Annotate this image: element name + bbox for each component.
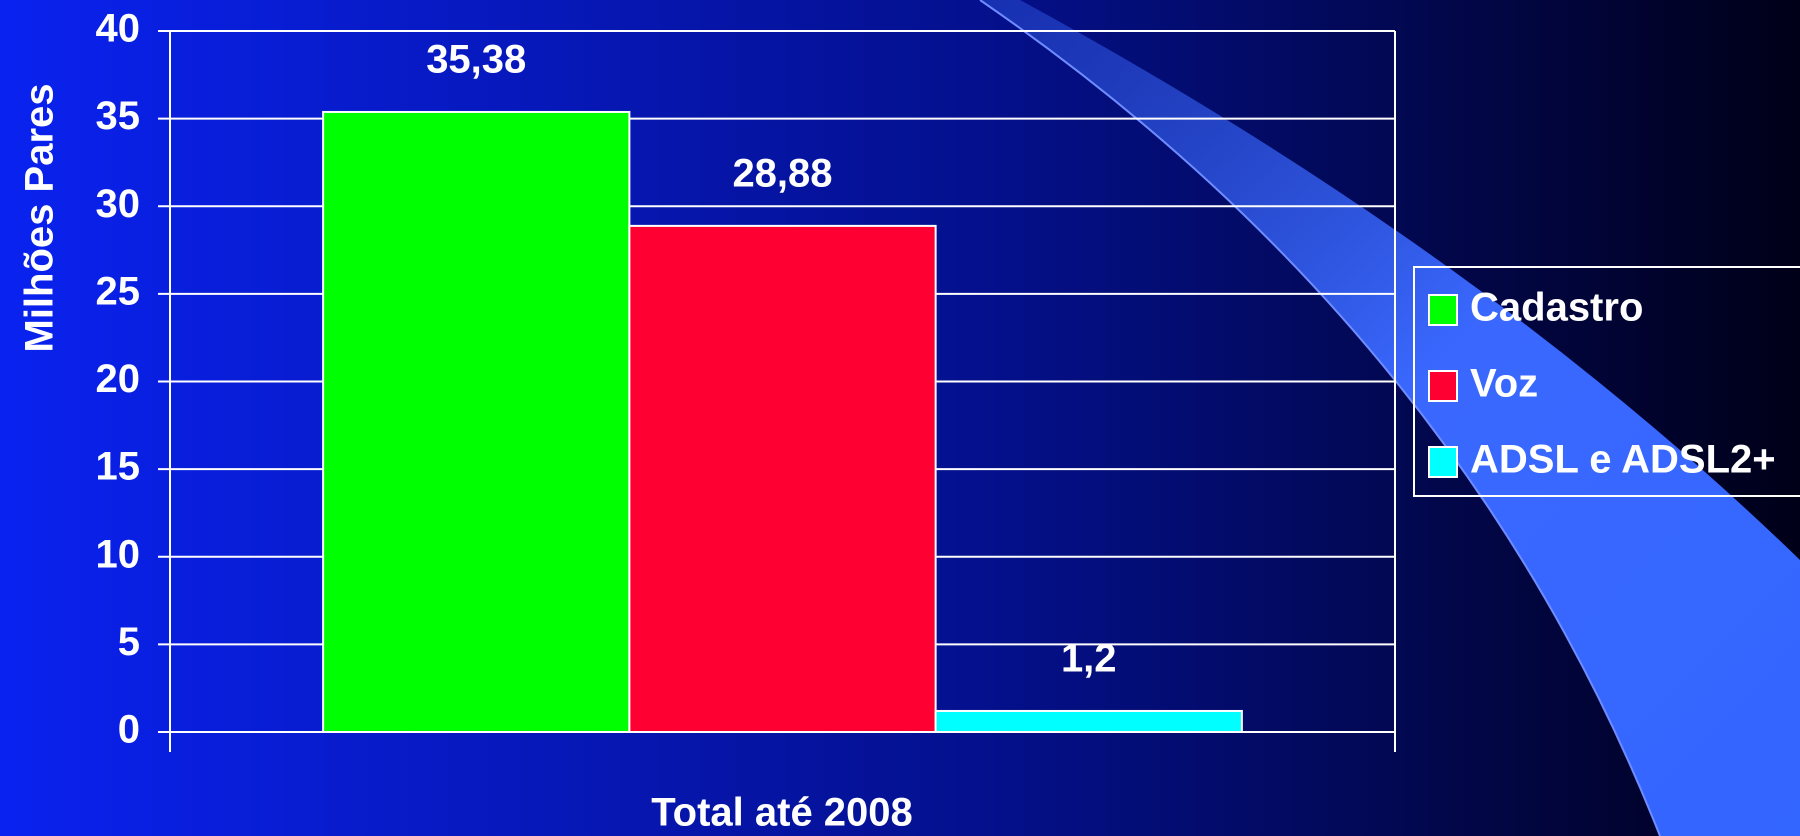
y-tick-label: 40 bbox=[96, 7, 141, 51]
legend-swatch bbox=[1429, 295, 1457, 325]
legend-swatch bbox=[1429, 371, 1457, 401]
y-tick-label: 20 bbox=[96, 357, 141, 401]
legend-label: Cadastro bbox=[1470, 286, 1643, 330]
bar bbox=[629, 226, 935, 732]
x-axis-title: Total até 2008 bbox=[651, 791, 913, 835]
bar bbox=[936, 711, 1242, 732]
y-tick-label: 30 bbox=[96, 182, 141, 226]
chart: Milhões Pares Total até 2008 0 5 10 15 20 25 3… bbox=[0, 0, 1800, 836]
y-tick-label: 35 bbox=[96, 94, 141, 138]
y-tick-label: 0 bbox=[118, 708, 140, 752]
value-label: 1,2 bbox=[1061, 637, 1117, 681]
legend-label: Voz bbox=[1470, 362, 1538, 406]
page: Milhões Pares Total até 2008 0 5 10 15 20 25 3… bbox=[0, 0, 1800, 836]
legend-label: ADSL e ADSL2+ bbox=[1470, 438, 1776, 482]
y-tick-label: 25 bbox=[96, 269, 141, 313]
value-label: 28,88 bbox=[732, 151, 832, 195]
y-axis-title: Milhões Pares bbox=[18, 83, 62, 352]
bar bbox=[323, 112, 629, 732]
legend-swatch bbox=[1429, 447, 1457, 477]
value-label: 35,38 bbox=[426, 38, 526, 82]
y-tick-label: 10 bbox=[96, 532, 141, 576]
y-tick-label: 15 bbox=[96, 445, 141, 489]
y-tick-label: 5 bbox=[118, 620, 140, 664]
